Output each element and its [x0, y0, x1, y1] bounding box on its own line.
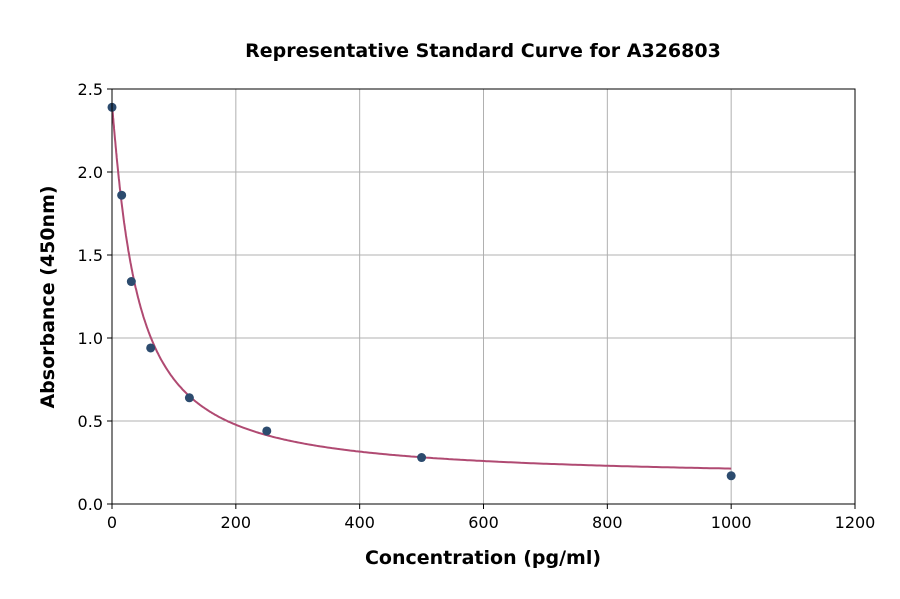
y-tick-label: 2.5 — [78, 80, 103, 99]
y-tick-label: 1.5 — [78, 246, 103, 265]
x-axis-label: Concentration (pg/ml) — [365, 547, 601, 569]
data-point — [417, 453, 427, 463]
y-axis-label: Absorbance (450nm) — [37, 185, 59, 408]
data-point — [146, 343, 156, 353]
y-tick-label: 0.5 — [78, 412, 103, 431]
data-point — [126, 277, 136, 287]
x-tick-label: 0 — [107, 513, 117, 532]
data-point — [184, 393, 194, 403]
y-tick-label: 2.0 — [78, 163, 103, 182]
y-tick-label: 1.0 — [78, 329, 103, 348]
chart-title: Representative Standard Curve for A32680… — [245, 40, 721, 62]
x-tick-label: 400 — [344, 513, 375, 532]
x-tick-label: 800 — [592, 513, 623, 532]
data-point — [117, 190, 127, 200]
x-tick-label: 1000 — [711, 513, 752, 532]
data-point — [262, 426, 272, 436]
fit-curve — [111, 105, 732, 470]
y-tick-label: 0.0 — [78, 495, 103, 514]
x-tick-label: 1200 — [835, 513, 876, 532]
x-tick-label: 600 — [468, 513, 499, 532]
x-tick-label: 200 — [221, 513, 252, 532]
data-point — [726, 471, 736, 481]
plot-frame — [111, 88, 856, 505]
